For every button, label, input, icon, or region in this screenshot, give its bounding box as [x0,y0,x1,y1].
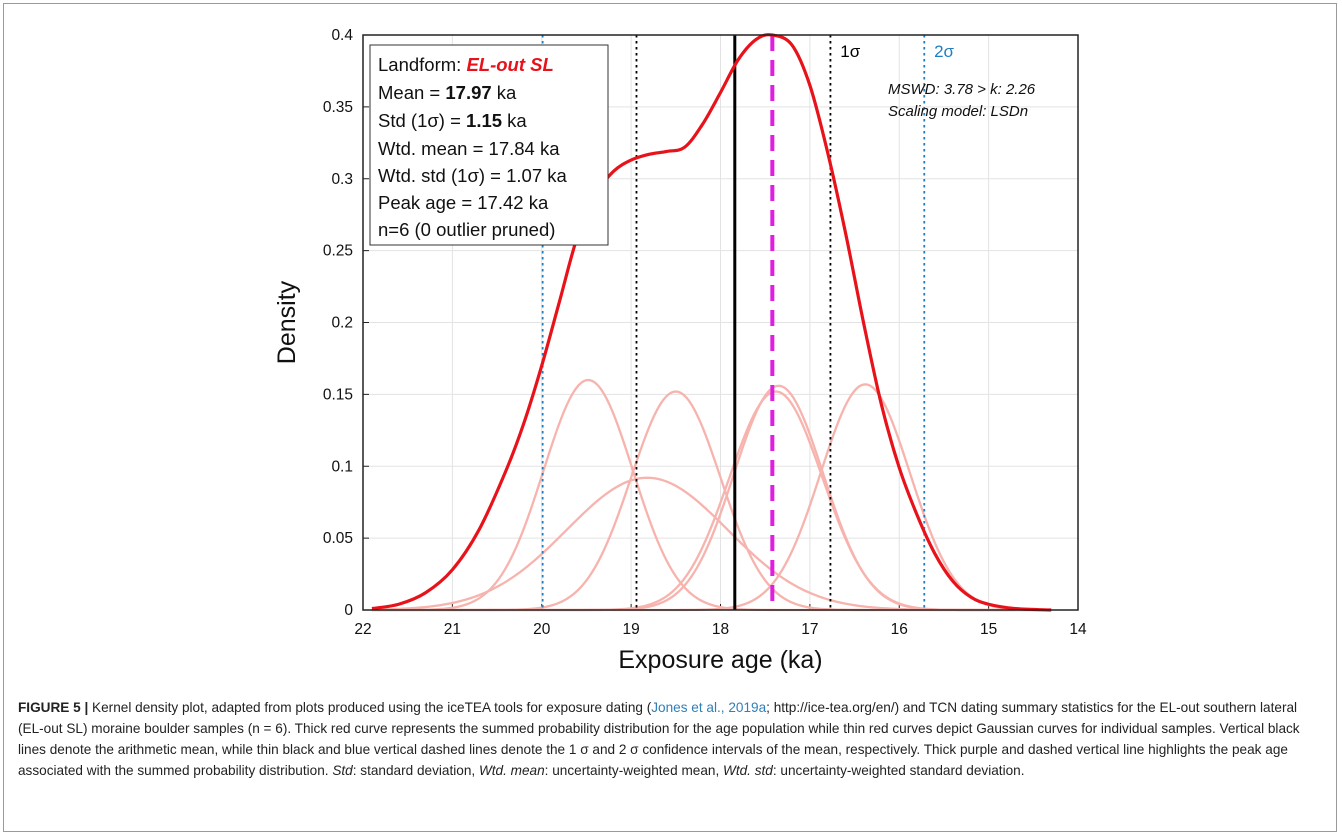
caption-label: FIGURE 5 | [18,700,89,715]
scaling-model-annotation: Scaling model: LSDn [888,103,1028,120]
sigma-label: 1σ [840,42,860,61]
stats-peak-age: Peak age = 17.42 ka [378,192,549,213]
stats-landform: Landform: EL-out SL [378,54,554,75]
x-tick-label: 22 [354,621,371,638]
caption-wstd-def: : uncertainty-weighted standard deviatio… [772,763,1025,778]
y-tick-label: 0.15 [323,386,353,403]
mswd-annotation: MSWD: 3.78 > k: 2.26 [888,81,1036,98]
caption-reference-link[interactable]: Jones et al., 2019a [651,700,767,715]
tick-labels: 22 21 20 19 18 17 16 15 14 0 0.05 0.1 0.15 0.2 0.25 0.3… [323,27,1087,638]
y-tick-label: 0.1 [331,458,353,475]
stats-box-frame [369,44,609,246]
caption-wmean-term: Wtd. mean [478,763,545,778]
sigma-labels: 1σ 2σ [840,42,954,61]
x-tick-label: 19 [623,621,640,638]
summed-curve-group [371,33,1052,612]
caption-wmean-def: : uncertainty-weighted mean, [544,763,723,778]
x-tick-label: 21 [444,621,461,638]
x-tick-label: 15 [980,621,997,638]
vertical-lines [541,35,926,610]
x-axis-label: Exposure age (ka) [618,646,822,674]
stats-mean: Mean = 17.97 ka [378,82,517,103]
x-tick-label: 16 [891,621,908,638]
caption-text-2: ; http://ice-tea.org/en/) and TCN dating… [18,700,1300,778]
y-tick-label: 0.2 [331,315,353,332]
individual-curve [371,476,1052,612]
x-tick-label: 14 [1069,621,1087,638]
sigma-label: 2σ [934,42,954,61]
axes-box [362,34,1079,611]
figure-frame [3,3,1337,832]
y-tick-label: 0.3 [331,171,353,188]
y-tick-label: 0.35 [323,99,353,116]
x-tick-label: 20 [533,621,551,638]
caption-std-def: : standard deviation, [352,763,479,778]
y-tick-label: 0.05 [323,530,353,547]
stats-std: Std (1σ) = 1.15 ka [378,110,527,131]
stats-wtd-mean: Wtd. mean = 17.84 ka [378,138,560,159]
summed-curve [371,33,1052,612]
stats-n: n=6 (0 outlier pruned) [378,219,555,240]
stats-box: Landform: EL-out SL Mean = 17.97 ka Std … [369,44,609,246]
y-tick-label: 0.25 [323,243,353,260]
y-axis-label: Density [273,280,301,364]
y-tick-label: 0 [344,602,353,619]
x-tick-label: 17 [801,621,818,638]
caption-std-term: Std [332,763,353,778]
landform-value: EL-out SL [466,54,553,75]
figure-caption: FIGURE 5 | Kernel density plot, adapted … [18,697,1324,781]
x-tick-label: 18 [712,621,729,638]
caption-wstd-term: Wtd. std [723,763,773,778]
stats-wtd-std: Wtd. std (1σ) = 1.07 ka [378,165,567,186]
caption-text-1: Kernel density plot, adapted from plots … [88,700,652,715]
y-tick-label: 0.4 [331,27,353,44]
kernel-density-chart: 22 21 20 19 18 17 16 15 14 0 0.05 0.1 0.15 0.2 0.25 0.3… [273,27,1087,674]
